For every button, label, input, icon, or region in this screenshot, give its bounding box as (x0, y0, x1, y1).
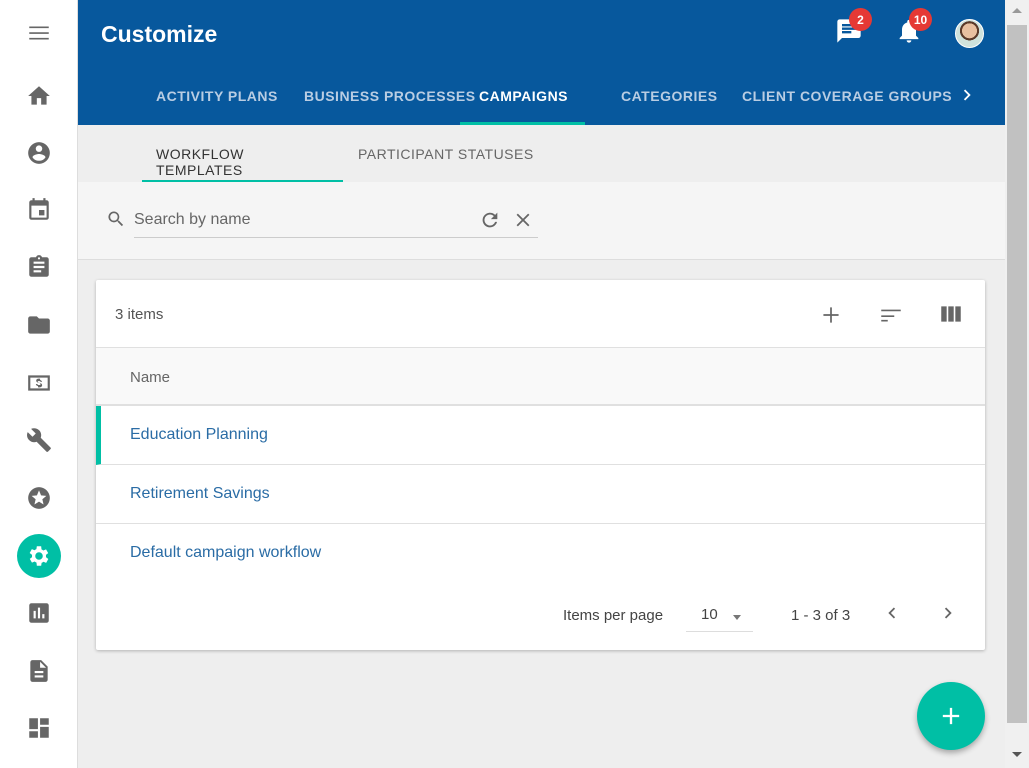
table-row[interactable]: Default campaign workflow (96, 524, 985, 583)
subtab-workflow-templates[interactable]: WORKFLOW TEMPLATES (142, 146, 343, 182)
dashboard-icon[interactable] (17, 706, 61, 750)
refresh-icon[interactable] (479, 209, 501, 236)
star-icon[interactable] (17, 476, 61, 520)
home-icon[interactable] (17, 74, 61, 118)
folder-icon[interactable] (17, 303, 61, 347)
items-per-page-select[interactable]: 10 (686, 597, 753, 632)
next-page-button[interactable] (937, 602, 959, 629)
chat-icon (837, 19, 861, 43)
calendar-icon[interactable] (17, 188, 61, 232)
money-icon[interactable] (17, 361, 61, 405)
columns-icon[interactable] (938, 301, 964, 332)
dropdown-arrow-icon (733, 615, 741, 624)
app-header: Customize 2 10 ACTIVITY PLANS BUSINESS P… (78, 0, 1005, 125)
item-count: 3 items (115, 306, 164, 323)
add-icon[interactable] (818, 302, 844, 333)
account-circle-icon[interactable] (17, 131, 61, 175)
settings-icon[interactable] (17, 534, 61, 578)
assignment-icon[interactable] (17, 245, 61, 289)
row-name-link[interactable]: Education Planning (130, 426, 268, 443)
add-fab-button[interactable] (917, 682, 985, 750)
table-header: Name (96, 347, 985, 406)
scrollbar-thumb[interactable] (1007, 25, 1027, 723)
tab-categories[interactable]: CATEGORIES (621, 88, 718, 104)
chevron-right-icon (963, 89, 971, 101)
tab-activity-plans[interactable]: ACTIVITY PLANS (156, 88, 278, 104)
items-per-page-label: Items per page (563, 607, 664, 624)
search-input[interactable] (134, 211, 464, 229)
document-icon[interactable] (17, 649, 61, 693)
scroll-up-icon[interactable] (1012, 8, 1022, 13)
messages-button[interactable]: 2 (835, 8, 872, 47)
sort-icon[interactable] (878, 302, 904, 333)
table-row[interactable]: Retirement Savings (96, 465, 985, 524)
notifications-badge: 10 (909, 8, 932, 31)
column-header-name[interactable]: Name (130, 369, 171, 386)
tabs-next-button[interactable] (956, 84, 974, 106)
search-bar (78, 182, 1005, 260)
per-page-value: 10 (701, 606, 718, 623)
search-field (134, 205, 538, 238)
scroll-down-icon[interactable] (1012, 752, 1022, 757)
tab-campaigns[interactable]: CAMPAIGNS (460, 88, 585, 125)
sidebar (0, 0, 78, 768)
scrollbar[interactable] (1005, 0, 1029, 768)
row-name-link[interactable]: Retirement Savings (130, 485, 270, 502)
clear-icon[interactable] (512, 209, 534, 236)
menu-icon[interactable] (17, 11, 61, 55)
messages-badge: 2 (849, 8, 872, 31)
tab-client-coverage-groups[interactable]: CLIENT COVERAGE GROUPS (742, 88, 953, 104)
page-title: Customize (101, 21, 218, 47)
search-icon (106, 209, 126, 234)
wrench-icon[interactable] (17, 418, 61, 462)
previous-page-button[interactable] (881, 602, 903, 629)
plus-icon (942, 707, 960, 725)
subtabs-bar: WORKFLOW TEMPLATES PARTICIPANT STATUSES (78, 125, 1005, 182)
notifications-button[interactable]: 10 (895, 8, 932, 47)
avatar[interactable] (955, 19, 984, 48)
bar-chart-icon[interactable] (17, 591, 61, 635)
row-name-link[interactable]: Default campaign workflow (130, 544, 322, 561)
page-range: 1 - 3 of 3 (791, 607, 851, 624)
templates-table-card: 3 items Name Education Planning Retireme… (96, 280, 985, 650)
subtab-participant-statuses[interactable]: PARTICIPANT STATUSES (358, 146, 534, 162)
tab-business-processes[interactable]: BUSINESS PROCESSES (304, 88, 476, 104)
table-row[interactable]: Education Planning (96, 406, 985, 465)
